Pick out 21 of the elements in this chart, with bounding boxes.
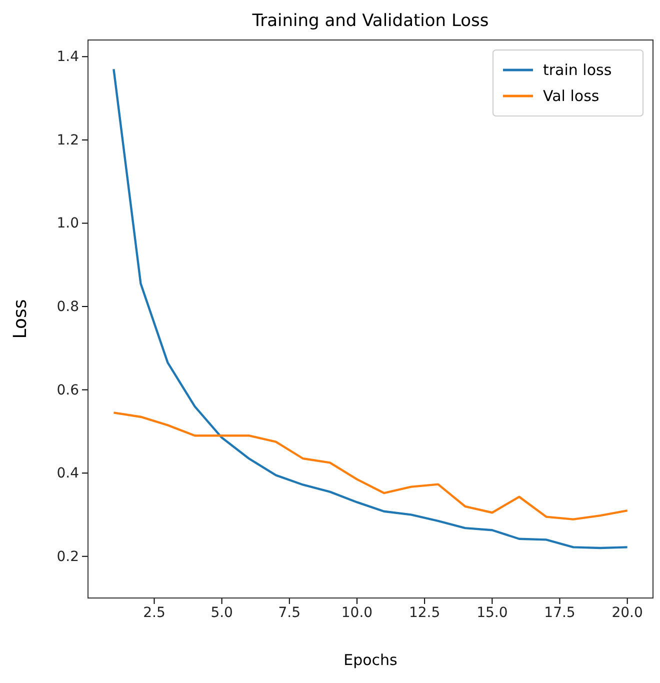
x-tick-label: 5.0 xyxy=(210,604,233,621)
x-tick-label: 10.0 xyxy=(341,604,373,621)
legend-label: Val loss xyxy=(543,87,600,105)
x-tick-label: 12.5 xyxy=(408,604,440,621)
x-tick-label: 15.0 xyxy=(476,604,508,621)
y-tick-label: 0.6 xyxy=(56,382,80,398)
y-axis-title: Loss xyxy=(10,299,31,339)
y-tick-label: 1.0 xyxy=(56,216,79,232)
chart-title: Training and Validation Loss xyxy=(251,11,489,31)
y-tick-label: 0.2 xyxy=(56,548,79,565)
x-tick-label: 17.5 xyxy=(544,604,576,621)
x-tick-label: 20.0 xyxy=(612,604,643,621)
legend-label: train loss xyxy=(543,61,612,79)
y-tick-label: 1.4 xyxy=(56,49,80,66)
x-axis-title: Epochs xyxy=(344,651,398,669)
y-tick-label: 0.4 xyxy=(56,466,80,482)
y-tick-label: 0.8 xyxy=(56,298,79,315)
y-tick-label: 1.2 xyxy=(56,132,79,148)
line-series xyxy=(112,412,628,520)
x-tick-label: 7.5 xyxy=(278,604,301,621)
x-tick-label: 2.5 xyxy=(143,604,166,621)
